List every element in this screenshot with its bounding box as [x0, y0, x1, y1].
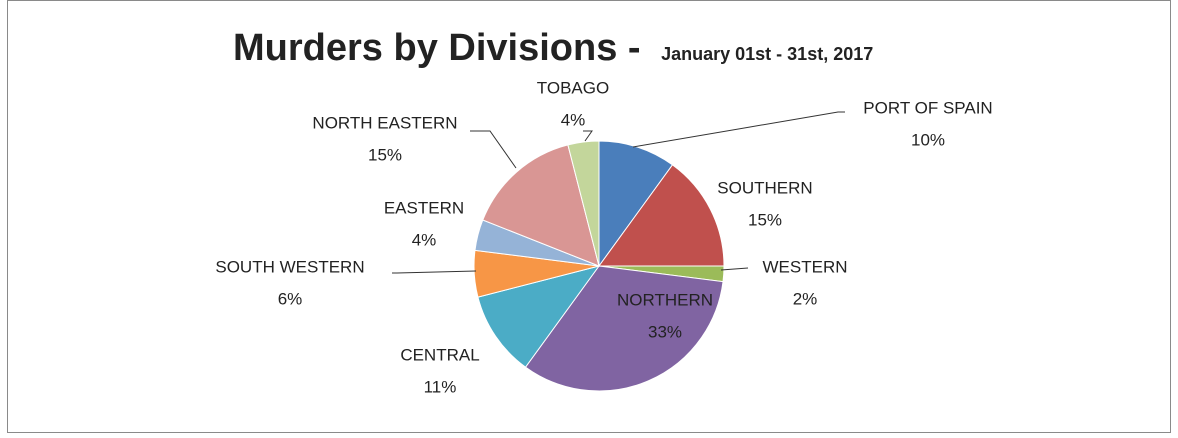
slice-value-label: 4%: [412, 230, 437, 249]
slice-value-label: 10%: [911, 130, 945, 149]
slice-value-label: 11%: [424, 377, 457, 396]
chart-subtitle: January 01st - 31st, 2017: [661, 44, 873, 64]
slice-value-label: 15%: [368, 145, 402, 164]
slice-name: NORTHERN: [617, 290, 713, 309]
slice-name: CENTRAL: [400, 345, 479, 364]
leader-line: [583, 130, 593, 142]
slice-name: EASTERN: [384, 198, 464, 217]
leader-line: [632, 111, 845, 148]
slice-name: PORT OF SPAIN: [863, 98, 992, 117]
leader-line: [392, 270, 477, 274]
slice-value-label: 33%: [648, 322, 682, 341]
slice-name: TOBAGO: [537, 78, 609, 97]
slice-value-label: 15%: [748, 210, 782, 229]
pie-slice: [482, 144, 600, 267]
slice-name: SOUTHERN: [717, 178, 812, 197]
pie-slice: [598, 140, 674, 268]
slice-value-label: 4%: [561, 110, 586, 129]
leader-line: [470, 130, 517, 169]
title-main: Murders by Divisions -: [233, 27, 641, 69]
slice-name: SOUTH WESTERN: [215, 257, 364, 276]
pie-slice: [477, 265, 601, 368]
slice-value-label: 2%: [793, 289, 818, 308]
slice-name: WESTERN: [763, 257, 848, 276]
slice-name: NORTH EASTERN: [312, 113, 457, 132]
pie-slice: [524, 265, 724, 392]
pie-slice: [567, 140, 600, 267]
pie-slice: [598, 164, 725, 267]
slice-value-label: 6%: [278, 289, 303, 308]
leader-line: [720, 267, 749, 271]
chart-title: Murders by Divisions - January 01st - 31…: [233, 27, 873, 69]
